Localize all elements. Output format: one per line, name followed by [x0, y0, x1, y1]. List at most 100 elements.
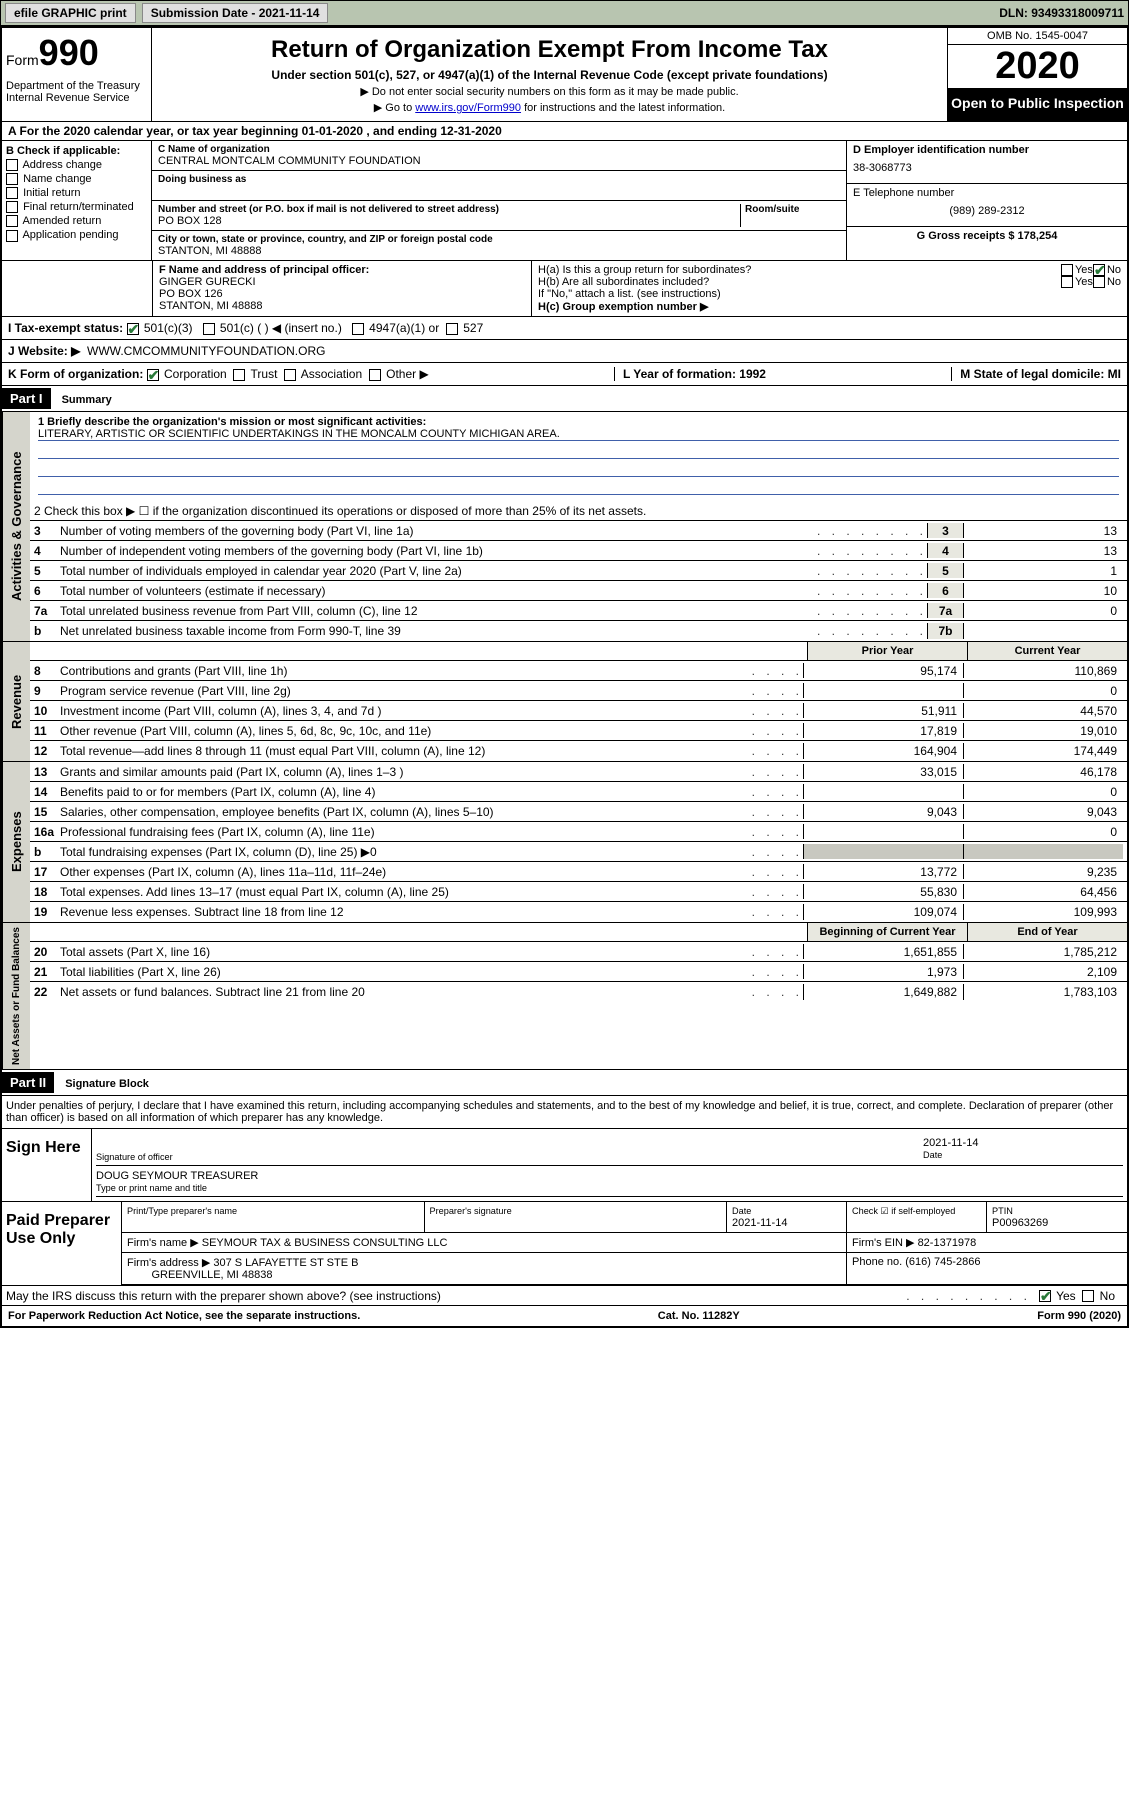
gov-section-label: Activities & Governance: [2, 412, 30, 641]
line-desc: Net assets or fund balances. Subtract li…: [60, 985, 752, 999]
line-val: [963, 623, 1123, 639]
prior-val: [803, 844, 963, 859]
hb-no[interactable]: [1093, 276, 1105, 288]
tax-527[interactable]: [446, 323, 458, 335]
line-box: 7b: [927, 623, 963, 639]
tax-status-label: I Tax-exempt status:: [8, 321, 123, 335]
line-desc: Contributions and grants (Part VIII, lin…: [60, 664, 752, 678]
prior-val: [803, 683, 963, 698]
hb-yes[interactable]: [1061, 276, 1073, 288]
discuss-yes[interactable]: [1039, 1290, 1051, 1302]
mission-label: 1 Briefly describe the organization's mi…: [38, 416, 426, 428]
check-initial[interactable]: [6, 187, 18, 199]
submission-button[interactable]: Submission Date - 2021-11-14: [142, 3, 329, 23]
officer-addr1: PO BOX 126: [159, 288, 525, 300]
line-num: 14: [34, 785, 60, 799]
firm-addr-label: Firm's address ▶: [127, 1257, 210, 1269]
part1-header: Part I: [2, 388, 51, 409]
current-val: 109,993: [963, 904, 1123, 920]
paid-prep-label: Paid Preparer Use Only: [2, 1202, 122, 1285]
no-label: No: [1100, 1289, 1115, 1303]
line-num: 22: [34, 985, 60, 999]
line-num: 12: [34, 744, 60, 758]
form-number: 990: [39, 32, 99, 73]
tax-opt2: 501(c) ( ) ◀ (insert no.): [220, 321, 342, 335]
check-pending-label: Application pending: [22, 229, 118, 241]
hb-label: H(b) Are all subordinates included?: [538, 276, 1061, 288]
k-label: K Form of organization:: [8, 367, 143, 381]
prep-date-label: Date: [732, 1206, 751, 1216]
cat-no: Cat. No. 11282Y: [658, 1310, 740, 1322]
prior-val: 164,904: [803, 743, 963, 759]
ha-no-label: No: [1107, 264, 1121, 276]
tax-status-row: I Tax-exempt status: 501(c)(3) 501(c) ( …: [2, 317, 1127, 340]
line-desc: Total revenue—add lines 8 through 11 (mu…: [60, 744, 752, 758]
firm-name-label: Firm's name ▶: [127, 1237, 199, 1249]
line-desc: Net unrelated business taxable income fr…: [60, 624, 817, 638]
k-assoc[interactable]: [284, 369, 296, 381]
line-desc: Total number of individuals employed in …: [60, 564, 817, 578]
line-desc: Total number of volunteers (estimate if …: [60, 584, 817, 598]
top-toolbar: efile GRAPHIC print Submission Date - 20…: [0, 0, 1129, 26]
line-box: 7a: [927, 603, 963, 618]
line-val: 1: [963, 563, 1123, 578]
current-val: 0: [963, 784, 1123, 799]
e-phone-value: (989) 289-2312: [853, 199, 1121, 223]
tax-4947[interactable]: [352, 323, 364, 335]
tax-501c3[interactable]: [127, 323, 139, 335]
check-name[interactable]: [6, 173, 18, 185]
line-num: b: [34, 845, 60, 859]
tax-501c[interactable]: [203, 323, 215, 335]
hb-note: If "No," attach a list. (see instruction…: [538, 288, 1121, 300]
website-label: J Website: ▶: [8, 344, 80, 358]
line-num: 7a: [34, 604, 60, 618]
org-name: CENTRAL MONTCALM COMMUNITY FOUNDATION: [158, 155, 840, 167]
city-value: STANTON, MI 48888: [158, 245, 840, 257]
ha-yes[interactable]: [1061, 264, 1073, 276]
note-link: ▶ Go to www.irs.gov/Form990 for instruct…: [160, 101, 939, 114]
line-desc: Number of voting members of the governin…: [60, 524, 817, 538]
discuss-no[interactable]: [1082, 1290, 1094, 1302]
phone-value: (616) 745-2866: [905, 1256, 980, 1268]
k-trust[interactable]: [233, 369, 245, 381]
check-pending[interactable]: [6, 230, 18, 242]
line-num: 19: [34, 905, 60, 919]
part2-header: Part II: [2, 1072, 54, 1093]
sig-date-label: Date: [923, 1150, 942, 1160]
prep-sig-label: Preparer's signature: [430, 1206, 512, 1216]
k-other[interactable]: [369, 369, 381, 381]
hc-label: H(c) Group exemption number ▶: [538, 300, 1121, 313]
form-title: Return of Organization Exempt From Incom…: [160, 36, 939, 64]
line-val: 13: [963, 523, 1123, 538]
efile-button[interactable]: efile GRAPHIC print: [5, 3, 136, 23]
prior-val: [803, 824, 963, 839]
tax-year: 2020: [948, 45, 1127, 89]
prior-val: 55,830: [803, 884, 963, 899]
discuss-label: May the IRS discuss this return with the…: [6, 1289, 906, 1303]
line-num: 17: [34, 865, 60, 879]
ptin-label: PTIN: [992, 1206, 1013, 1216]
prior-val: 1,651,855: [803, 944, 963, 959]
check-name-label: Name change: [23, 173, 92, 185]
current-val: 44,570: [963, 703, 1123, 718]
form-label: Form: [6, 52, 39, 68]
line-desc: Benefits paid to or for members (Part IX…: [60, 785, 752, 799]
line-num: 16a: [34, 825, 60, 839]
check-address[interactable]: [6, 159, 18, 171]
form-ref: Form 990 (2020): [1037, 1310, 1121, 1322]
prior-val: 33,015: [803, 764, 963, 779]
irs-link[interactable]: www.irs.gov/Form990: [415, 102, 521, 114]
line-val: 13: [963, 543, 1123, 558]
tax-opt3: 4947(a)(1) or: [369, 321, 439, 335]
line-box: 6: [927, 583, 963, 598]
ha-no[interactable]: [1093, 264, 1105, 276]
line-num: 18: [34, 885, 60, 899]
line-desc: Grants and similar amounts paid (Part IX…: [60, 765, 752, 779]
check-self-label: Check ☑ if self-employed: [852, 1206, 955, 1216]
line-num: 15: [34, 805, 60, 819]
yes-label: Yes: [1056, 1289, 1076, 1303]
check-final[interactable]: [6, 201, 18, 213]
k-corp[interactable]: [147, 369, 159, 381]
officer-name: GINGER GURECKI: [159, 276, 525, 288]
check-amended[interactable]: [6, 215, 18, 227]
